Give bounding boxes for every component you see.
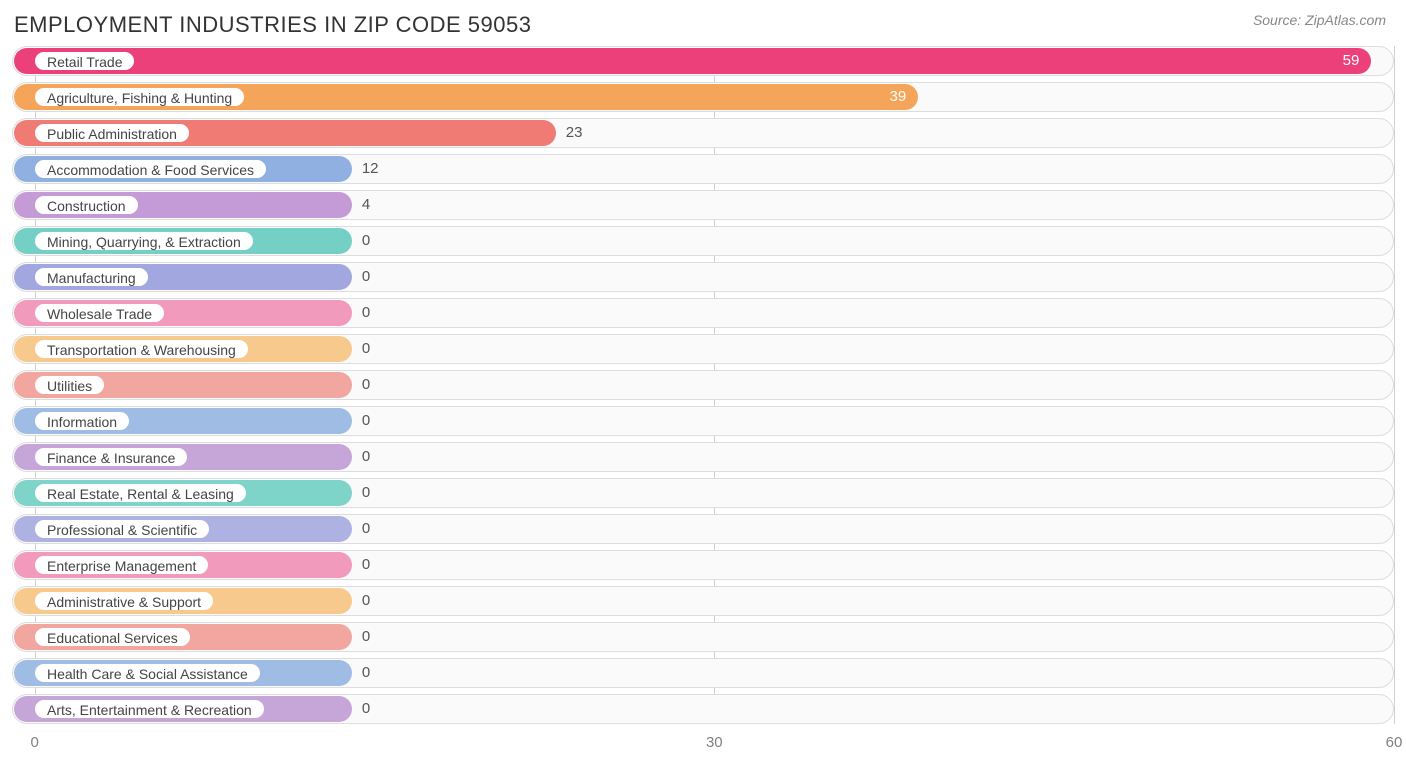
- bar-label: Mining, Quarrying, & Extraction: [34, 231, 254, 251]
- grid-line: [1394, 46, 1395, 724]
- bar-row: Mining, Quarrying, & Extraction 0: [12, 226, 1394, 256]
- bar-row: Administrative & Support 0: [12, 586, 1394, 616]
- bar-label: Educational Services: [34, 627, 191, 647]
- bar-value: 0: [352, 586, 370, 616]
- bar-value: 0: [352, 226, 370, 256]
- bar-value: 0: [352, 550, 370, 580]
- chart-area: Retail Trade 59 Agriculture, Fishing & Hun…: [0, 46, 1406, 724]
- bar-row: Transportation & Warehousing 0: [12, 334, 1394, 364]
- bar-value: 0: [352, 442, 370, 472]
- bar-row: Wholesale Trade 0: [12, 298, 1394, 328]
- bar-value: 0: [352, 658, 370, 688]
- bar-label: Manufacturing: [34, 267, 149, 287]
- bar-value: 39: [890, 82, 919, 112]
- axis-tick: 30: [706, 734, 723, 751]
- bar-row: Real Estate, Rental & Leasing 0: [12, 478, 1394, 508]
- bar-value: 0: [352, 406, 370, 436]
- bar-row: Enterprise Management 0: [12, 550, 1394, 580]
- bar-row: Health Care & Social Assistance 0: [12, 658, 1394, 688]
- bar-row: Public Administration 23: [12, 118, 1394, 148]
- bar-row: Construction 4: [12, 190, 1394, 220]
- bar-value: 0: [352, 514, 370, 544]
- bar-label: Wholesale Trade: [34, 303, 165, 323]
- bar-label: Health Care & Social Assistance: [34, 663, 261, 683]
- bar-label: Finance & Insurance: [34, 447, 188, 467]
- bar-value: 59: [1343, 46, 1372, 76]
- bar-label: Professional & Scientific: [34, 519, 210, 539]
- bar-label: Retail Trade: [34, 51, 135, 71]
- bar-label: Arts, Entertainment & Recreation: [34, 699, 265, 719]
- bar-row: Agriculture, Fishing & Hunting 39: [12, 82, 1394, 112]
- chart-source: Source: ZipAtlas.com: [1253, 12, 1386, 28]
- bar-label: Public Administration: [34, 123, 190, 143]
- bar-value: 0: [352, 298, 370, 328]
- bar-value: 0: [352, 262, 370, 292]
- bar-value: 12: [352, 154, 379, 184]
- bar-row: Finance & Insurance 0: [12, 442, 1394, 472]
- bar-fill: [14, 48, 1371, 74]
- x-axis: 03060: [12, 730, 1394, 758]
- axis-tick: 60: [1386, 734, 1403, 751]
- bar-label: Information: [34, 411, 130, 431]
- bar-row: Educational Services 0: [12, 622, 1394, 652]
- bar-label: Real Estate, Rental & Leasing: [34, 483, 247, 503]
- chart-header: EMPLOYMENT INDUSTRIES IN ZIP CODE 59053 …: [0, 0, 1406, 46]
- bar-row: Manufacturing 0: [12, 262, 1394, 292]
- bar-row: Accommodation & Food Services 12: [12, 154, 1394, 184]
- axis-tick: 0: [30, 734, 38, 751]
- bar-row: Professional & Scientific 0: [12, 514, 1394, 544]
- bar-label: Administrative & Support: [34, 591, 214, 611]
- bar-value: 0: [352, 694, 370, 724]
- bar-value: 0: [352, 370, 370, 400]
- bar-label: Agriculture, Fishing & Hunting: [34, 87, 245, 107]
- bar-value: 0: [352, 622, 370, 652]
- bar-value: 23: [556, 118, 583, 148]
- bar-value: 0: [352, 478, 370, 508]
- bar-label: Accommodation & Food Services: [34, 159, 267, 179]
- bar-label: Enterprise Management: [34, 555, 209, 575]
- bar-label: Construction: [34, 195, 139, 215]
- bar-row: Arts, Entertainment & Recreation 0: [12, 694, 1394, 724]
- chart-title: EMPLOYMENT INDUSTRIES IN ZIP CODE 59053: [14, 12, 532, 38]
- bar-row: Retail Trade 59: [12, 46, 1394, 76]
- bar-row: Information 0: [12, 406, 1394, 436]
- bar-value: 4: [352, 190, 370, 220]
- bar-label: Transportation & Warehousing: [34, 339, 249, 359]
- bar-value: 0: [352, 334, 370, 364]
- bar-label: Utilities: [34, 375, 105, 395]
- bar-row: Utilities 0: [12, 370, 1394, 400]
